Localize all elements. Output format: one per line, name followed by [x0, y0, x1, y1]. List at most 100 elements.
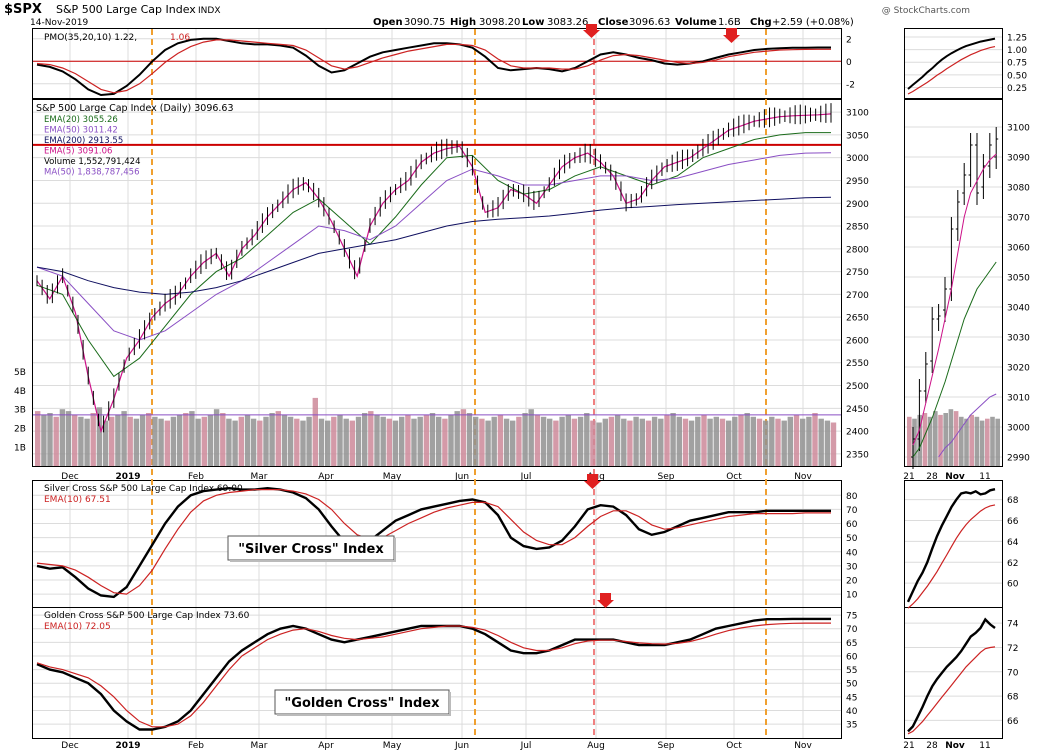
- x-tick-label: May: [383, 741, 402, 751]
- volume-bar: [547, 418, 553, 466]
- y-tick-label: 45: [846, 693, 857, 703]
- volume-bar: [380, 416, 386, 466]
- volume-bar: [633, 416, 639, 466]
- zoom-y-tick-label: 0.25: [1007, 84, 1027, 94]
- volume-bar: [473, 416, 479, 466]
- volume-bar: [627, 420, 633, 466]
- x-tick-label: Mar: [251, 472, 268, 482]
- arrow-down-icon: [597, 593, 614, 608]
- volume-bar: [306, 416, 312, 466]
- golden-annotation: "Golden Cross" Index: [274, 689, 451, 716]
- y-tick-label: 2800: [846, 245, 869, 255]
- volume-tick-label: 4B: [14, 387, 26, 397]
- volume-bar: [355, 416, 362, 466]
- volume-bar: [485, 420, 491, 466]
- zoom-volume-bar: [922, 413, 928, 466]
- volume-bar: [139, 414, 146, 466]
- series-line: [36, 486, 831, 599]
- zoom-ema-line: [912, 153, 997, 446]
- volume-bar: [312, 397, 318, 466]
- x-tick-label: Oct: [726, 472, 742, 482]
- chg-label: Chg: [750, 17, 772, 28]
- volume-bar: [682, 418, 689, 466]
- zoom-y-tick-label: 3030: [1007, 334, 1030, 344]
- y-tick-label: 35: [846, 721, 857, 731]
- x-tick-label: 2019: [115, 472, 140, 482]
- legends: PMO(35,20,10) 1.22, 1.06 S&P 500 Large Cap…: [36, 33, 250, 632]
- legend-entry: Silver Cross S&P 500 Large Cap Index 69.…: [44, 484, 243, 494]
- volume-bar: [448, 414, 454, 466]
- zoom-y-tick-label: 70: [1007, 668, 1019, 678]
- y-tick-label: 55: [846, 666, 857, 676]
- volume-bar: [769, 416, 775, 466]
- legend-entry: MA(50) 1,838,787,456: [44, 168, 139, 178]
- volume-bar: [688, 420, 695, 466]
- zoom-volume-bar: [927, 416, 933, 466]
- symbol: $SPX: [4, 2, 42, 17]
- volume-bar: [460, 409, 467, 466]
- zoom-volume-bar: [953, 411, 959, 466]
- volume-bar: [35, 411, 41, 466]
- zoom-ema-line: [912, 261, 997, 458]
- legend-entry: 1.06: [170, 33, 190, 43]
- volume-bar: [207, 414, 214, 466]
- zoom-volume-bar: [938, 414, 943, 466]
- volume-bar: [257, 420, 263, 466]
- volume-bar: [577, 416, 584, 466]
- volume-bar: [201, 416, 207, 466]
- volume-bar: [664, 414, 670, 466]
- zoom-x-tick-label: Nov: [945, 472, 965, 482]
- header: $SPX S&P 500 Large Cap Index INDX 14-Nov…: [4, 2, 970, 28]
- chg-value: +2.59 (+0.08%): [772, 17, 854, 28]
- x-tick-label: Dec: [61, 472, 78, 482]
- zoom-y-tick-label: 68: [1007, 693, 1019, 703]
- volume-bar: [399, 416, 405, 466]
- volume-bar: [281, 414, 288, 466]
- high-label: High: [450, 17, 476, 28]
- volume-bar: [176, 414, 183, 466]
- y-tick-label: 2700: [846, 291, 869, 301]
- volume-bar: [436, 416, 442, 466]
- close-label: Close: [598, 17, 629, 28]
- y-tick-label: 2600: [846, 336, 869, 346]
- volume-tick-label: 1B: [14, 444, 26, 454]
- zoom-y-tick-label: 66: [1007, 517, 1019, 527]
- quote-bar: Open 3090.75 High 3098.20 Low 3083.26 Cl…: [373, 17, 854, 28]
- x-tick-label: Jul: [520, 741, 532, 751]
- volume-bar: [738, 414, 744, 466]
- volume-bars: [33, 397, 1000, 466]
- volume-bar: [442, 418, 448, 466]
- volume-bar: [510, 420, 516, 466]
- zoom-x-tick-label: 28: [926, 741, 938, 751]
- volume-bar: [90, 413, 96, 466]
- volume-bar: [812, 413, 818, 466]
- pmo-zoom-frame: [904, 28, 1003, 99]
- y-tick-label: 50: [846, 680, 858, 690]
- y-tick-label: 60: [846, 520, 858, 530]
- price-zoom-frame: [904, 99, 1003, 467]
- x-tick-label: Sep: [658, 472, 675, 482]
- volume-bar: [553, 420, 559, 466]
- volume-bar: [516, 416, 522, 466]
- zoom-y-tick-label: 3070: [1007, 214, 1030, 224]
- volume-bar: [411, 418, 417, 466]
- volume-tick-label: 5B: [14, 368, 26, 378]
- volume-bar: [528, 409, 534, 466]
- zoom-x-tick-label: 28: [926, 472, 938, 482]
- zoom-series-line: [907, 617, 996, 733]
- y-tick-label: 50: [846, 534, 858, 544]
- volume-bar: [701, 414, 707, 466]
- low-label: Low: [522, 17, 544, 28]
- volume-bar: [787, 416, 793, 466]
- zoom-volume-bar: [969, 414, 974, 466]
- volume-bar: [670, 413, 676, 466]
- zoom-volume-bar: [959, 416, 964, 466]
- volume-bar: [232, 420, 238, 466]
- volume-bar: [596, 422, 602, 466]
- zoom-y-tick-label: 68: [1007, 496, 1019, 506]
- y-tick-label: 2850: [846, 223, 869, 233]
- y-tick-label: 2: [846, 35, 852, 45]
- volume-bar: [559, 416, 565, 466]
- volume-bar: [479, 418, 485, 466]
